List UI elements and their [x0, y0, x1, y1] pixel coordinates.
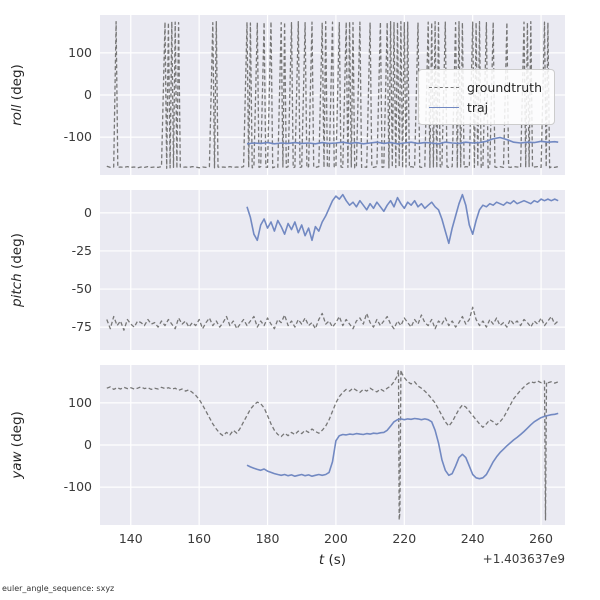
- roll-subplot: groundtruth traj 100 0 -100: [64, 15, 565, 175]
- yaw-plot: [100, 365, 565, 525]
- y-tick-label: -75: [71, 319, 92, 335]
- x-axis-row: t (s) +1.403637e9: [100, 552, 565, 572]
- x-tick-label: 140: [118, 531, 143, 546]
- x-tick-label: 260: [529, 531, 553, 546]
- x-axis-label: t (s): [318, 552, 347, 568]
- solid-line-swatch: [428, 106, 459, 108]
- legend: groundtruth traj: [417, 69, 555, 125]
- x-tick-label: 220: [392, 531, 417, 546]
- legend-entry-traj: traj: [428, 97, 542, 117]
- yaw-axis-label: yaw (deg): [9, 411, 25, 479]
- x-tick-label: 180: [255, 531, 280, 546]
- dashed-line-swatch: [428, 86, 459, 88]
- y-tick-label: 0: [84, 204, 92, 220]
- y-tick-label: -50: [71, 281, 92, 297]
- legend-label: traj: [466, 99, 489, 115]
- y-tick-label: -100: [63, 129, 92, 145]
- pitch-subplot: 0 -25 -50 -75: [72, 190, 565, 350]
- x-axis-offset-text: +1.403637e9: [482, 552, 565, 566]
- yaw-subplot: 100 0 -100 140 160 180 200 220 240 260: [64, 365, 565, 546]
- y-tick-label: -25: [71, 242, 92, 258]
- pitch-plot: [100, 190, 565, 350]
- x-tick-label: 200: [323, 531, 348, 546]
- legend-entry-groundtruth: groundtruth: [428, 77, 542, 97]
- pitch-axis-label: pitch (deg): [9, 233, 25, 307]
- y-tick-label: 100: [68, 394, 92, 410]
- legend-label: groundtruth: [466, 79, 542, 95]
- x-tick-label: 160: [187, 531, 212, 546]
- x-tick-label: 240: [460, 531, 485, 546]
- y-tick-label: -100: [63, 479, 92, 495]
- y-tick-label: 0: [84, 87, 92, 102]
- y-tick-label: 0: [84, 437, 92, 452]
- y-tick-label: 100: [68, 44, 92, 60]
- roll-axis-label: roll (deg): [9, 64, 25, 126]
- footer-note: euler_angle_sequence: sxyz: [2, 584, 115, 593]
